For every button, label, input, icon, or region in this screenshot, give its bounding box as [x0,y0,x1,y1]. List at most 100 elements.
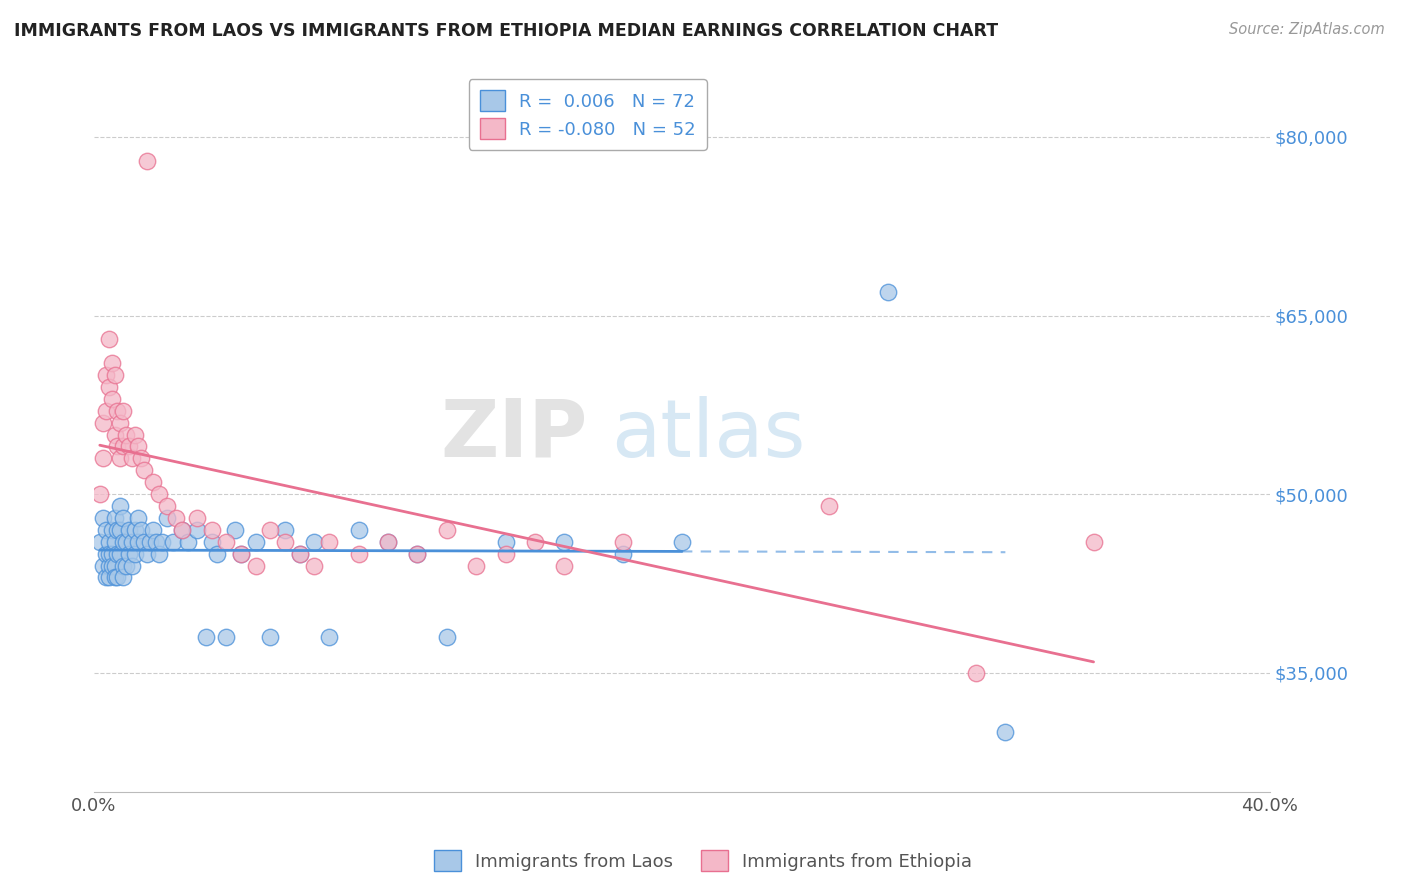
Point [94,547,117,561]
Point [129,523,152,537]
Point [436,523,458,537]
Point [89,534,111,549]
Point [318,534,340,549]
Point [245,534,267,549]
Point [553,558,575,573]
Point [215,630,238,644]
Point [671,534,693,549]
Point [304,558,326,573]
Point [124,547,146,561]
Point [132,534,155,549]
Point [107,570,129,584]
Legend: R =  0.006   N = 72, R = -0.080   N = 52: R = 0.006 N = 72, R = -0.080 N = 52 [468,79,707,150]
Point [97,547,120,561]
Point [121,534,143,549]
Point [115,558,138,573]
Point [274,534,297,549]
Point [103,570,125,584]
Point [94,523,117,537]
Point [127,534,149,549]
Point [139,534,162,549]
Point [406,547,429,561]
Point [100,356,122,370]
Point [115,534,138,549]
Point [97,534,120,549]
Point [121,558,143,573]
Point [145,534,167,549]
Point [818,499,841,513]
Point [162,534,184,549]
Point [121,451,143,466]
Point [97,570,120,584]
Point [177,534,200,549]
Point [91,451,114,466]
Point [103,427,125,442]
Legend: Immigrants from Laos, Immigrants from Ethiopia: Immigrants from Laos, Immigrants from Et… [426,843,980,879]
Text: Source: ZipAtlas.com: Source: ZipAtlas.com [1229,22,1385,37]
Point [304,534,326,549]
Point [118,523,141,537]
Point [112,534,135,549]
Point [495,547,517,561]
Point [207,547,229,561]
Point [107,523,129,537]
Point [112,440,135,454]
Point [107,547,129,561]
Point [115,427,138,442]
Point [97,558,120,573]
Point [194,630,217,644]
Point [347,547,370,561]
Point [110,523,132,537]
Point [97,380,120,394]
Point [118,440,141,454]
Point [377,534,399,549]
Point [124,427,146,442]
Point [107,440,129,454]
Point [94,368,117,382]
Point [553,534,575,549]
Point [215,534,238,549]
Point [495,534,517,549]
Point [124,523,146,537]
Point [97,332,120,346]
Point [110,547,132,561]
Point [288,547,311,561]
Point [94,403,117,417]
Text: ZIP: ZIP [440,395,588,474]
Point [259,523,281,537]
Point [127,511,149,525]
Point [165,511,187,525]
Point [172,523,194,537]
Point [110,416,132,430]
Point [112,570,135,584]
Point [103,368,125,382]
Point [110,499,132,513]
Point [186,523,208,537]
Point [103,558,125,573]
Point [91,558,114,573]
Point [110,451,132,466]
Point [612,547,634,561]
Point [107,403,129,417]
Point [100,547,122,561]
Point [89,487,111,501]
Point [200,534,222,549]
Point [112,511,135,525]
Point [523,534,546,549]
Point [229,547,252,561]
Point [100,392,122,406]
Point [103,534,125,549]
Point [112,558,135,573]
Point [100,523,122,537]
Point [142,475,165,490]
Point [318,630,340,644]
Point [1083,534,1105,549]
Point [245,558,267,573]
Point [274,523,297,537]
Point [156,511,179,525]
Point [94,570,117,584]
Point [172,523,194,537]
Point [229,547,252,561]
Point [259,630,281,644]
Point [91,416,114,430]
